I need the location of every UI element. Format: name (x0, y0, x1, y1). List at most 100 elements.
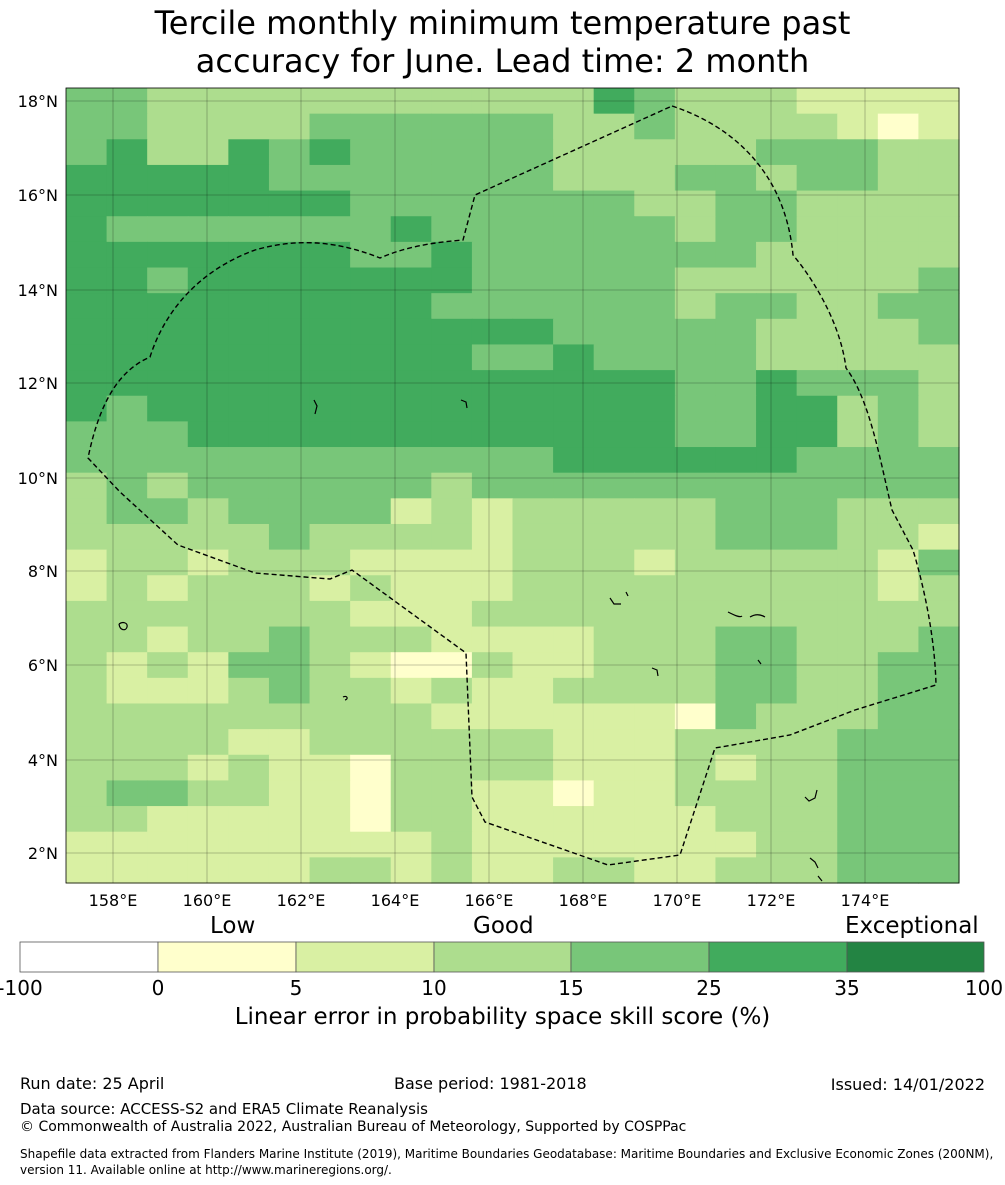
grid-cell (634, 164, 676, 192)
grid-cell (796, 190, 838, 217)
colorbar-swatch (708, 941, 848, 973)
grid-cell (877, 395, 920, 422)
grid-cell (715, 370, 757, 397)
grid-cell (106, 626, 148, 653)
grid-cell (877, 626, 920, 653)
grid-cell (674, 498, 717, 525)
grid-cell (593, 139, 635, 166)
grid-cell (756, 472, 798, 499)
grid-cell (553, 421, 595, 448)
grid-cell (147, 241, 189, 269)
grid-cell (350, 498, 392, 525)
grid-cell (756, 831, 798, 858)
grid-cell (715, 421, 757, 448)
grid-cell (918, 523, 960, 551)
grid-cell (512, 677, 554, 705)
grid-cell (268, 421, 311, 448)
grid-cell (634, 267, 676, 294)
grid-cell (390, 164, 432, 192)
grid-cell (715, 498, 757, 525)
grid-cell (796, 575, 838, 602)
grid-cell (756, 395, 798, 422)
grid-cell (877, 754, 920, 782)
grid-cell (553, 190, 595, 217)
latitude-label: 18°N (18, 92, 58, 111)
grid-cell (756, 421, 798, 448)
grid-cell (877, 421, 920, 448)
grid-cell (877, 113, 920, 140)
grid-cell (66, 703, 108, 730)
grid-cell (309, 703, 351, 730)
grid-cell (796, 370, 838, 397)
grid-cell (918, 831, 960, 858)
grid-cell (796, 267, 838, 294)
grid-cell (187, 677, 229, 705)
grid-cell (756, 267, 798, 294)
grid-cell (471, 113, 514, 140)
grid-cell (66, 754, 108, 782)
grid-cell (350, 293, 392, 320)
grid-cell (634, 703, 676, 730)
grid-cell (66, 831, 108, 858)
longitude-labels: 158°E 160°E 162°E 164°E 166°E 168°E 170°E 172°E… (89, 891, 890, 910)
grid-cell (228, 703, 270, 730)
grid-cell (877, 164, 920, 192)
grid-cell (674, 421, 717, 448)
grid-cell (837, 626, 879, 653)
grid-cell (390, 652, 432, 679)
grid-cell (715, 549, 757, 576)
grid-cell (918, 318, 960, 346)
grid-cell (634, 600, 676, 628)
grid-cell (390, 216, 432, 243)
grid-cell (309, 600, 351, 628)
grid-cell (309, 164, 351, 192)
grid-cell (674, 677, 717, 705)
grid-cell (471, 806, 514, 833)
grid-cell (66, 626, 108, 653)
grid-cell (796, 241, 838, 269)
grid-cell (268, 677, 311, 705)
grid-cell (512, 703, 554, 730)
grid-cell (715, 241, 757, 269)
grid-cell (268, 216, 311, 243)
grid-cell (268, 575, 311, 602)
grid-cell (66, 677, 108, 705)
grid-cell (471, 523, 514, 551)
grid-cell (390, 344, 432, 371)
grid-cell (715, 472, 757, 499)
grid-cell (715, 754, 757, 782)
grid-cell (228, 806, 270, 833)
latitude-labels: 18°N 16°N 14°N 12°N 10°N 8°N 6°N 4°N 2°N (18, 92, 58, 863)
grid-cell (553, 267, 595, 294)
grid-cell (431, 600, 473, 628)
grid-cell (228, 857, 270, 884)
grid-cell (228, 780, 270, 807)
grid-cell (756, 164, 798, 192)
grid-cell (674, 780, 717, 807)
grid-cell (877, 241, 920, 269)
grid-cell (471, 293, 514, 320)
grid-cell (512, 549, 554, 576)
grid-cell (715, 318, 757, 346)
grid-cell (106, 421, 148, 448)
grid-cell (471, 344, 514, 371)
grid-cell (228, 626, 270, 653)
grid-cell (106, 549, 148, 576)
grid-cell (918, 267, 960, 294)
shapefile-credit-line2: version 11. Available online at http://w… (20, 1163, 392, 1177)
grid-cell (431, 318, 473, 346)
latitude-label: 16°N (18, 186, 58, 205)
grid-cell (350, 216, 392, 243)
grid-cell (106, 806, 148, 833)
grid-cell (106, 241, 148, 269)
grid-cell (593, 600, 635, 628)
grid-cell (309, 241, 351, 269)
grid-cell (471, 729, 514, 756)
grid-cell (106, 600, 148, 628)
grid-cell (553, 318, 595, 346)
grid-cell (593, 344, 635, 371)
grid-cell (918, 190, 960, 217)
longitude-label: 158°E (89, 891, 138, 910)
grid-cell (756, 88, 798, 115)
grid-cell (877, 600, 920, 628)
